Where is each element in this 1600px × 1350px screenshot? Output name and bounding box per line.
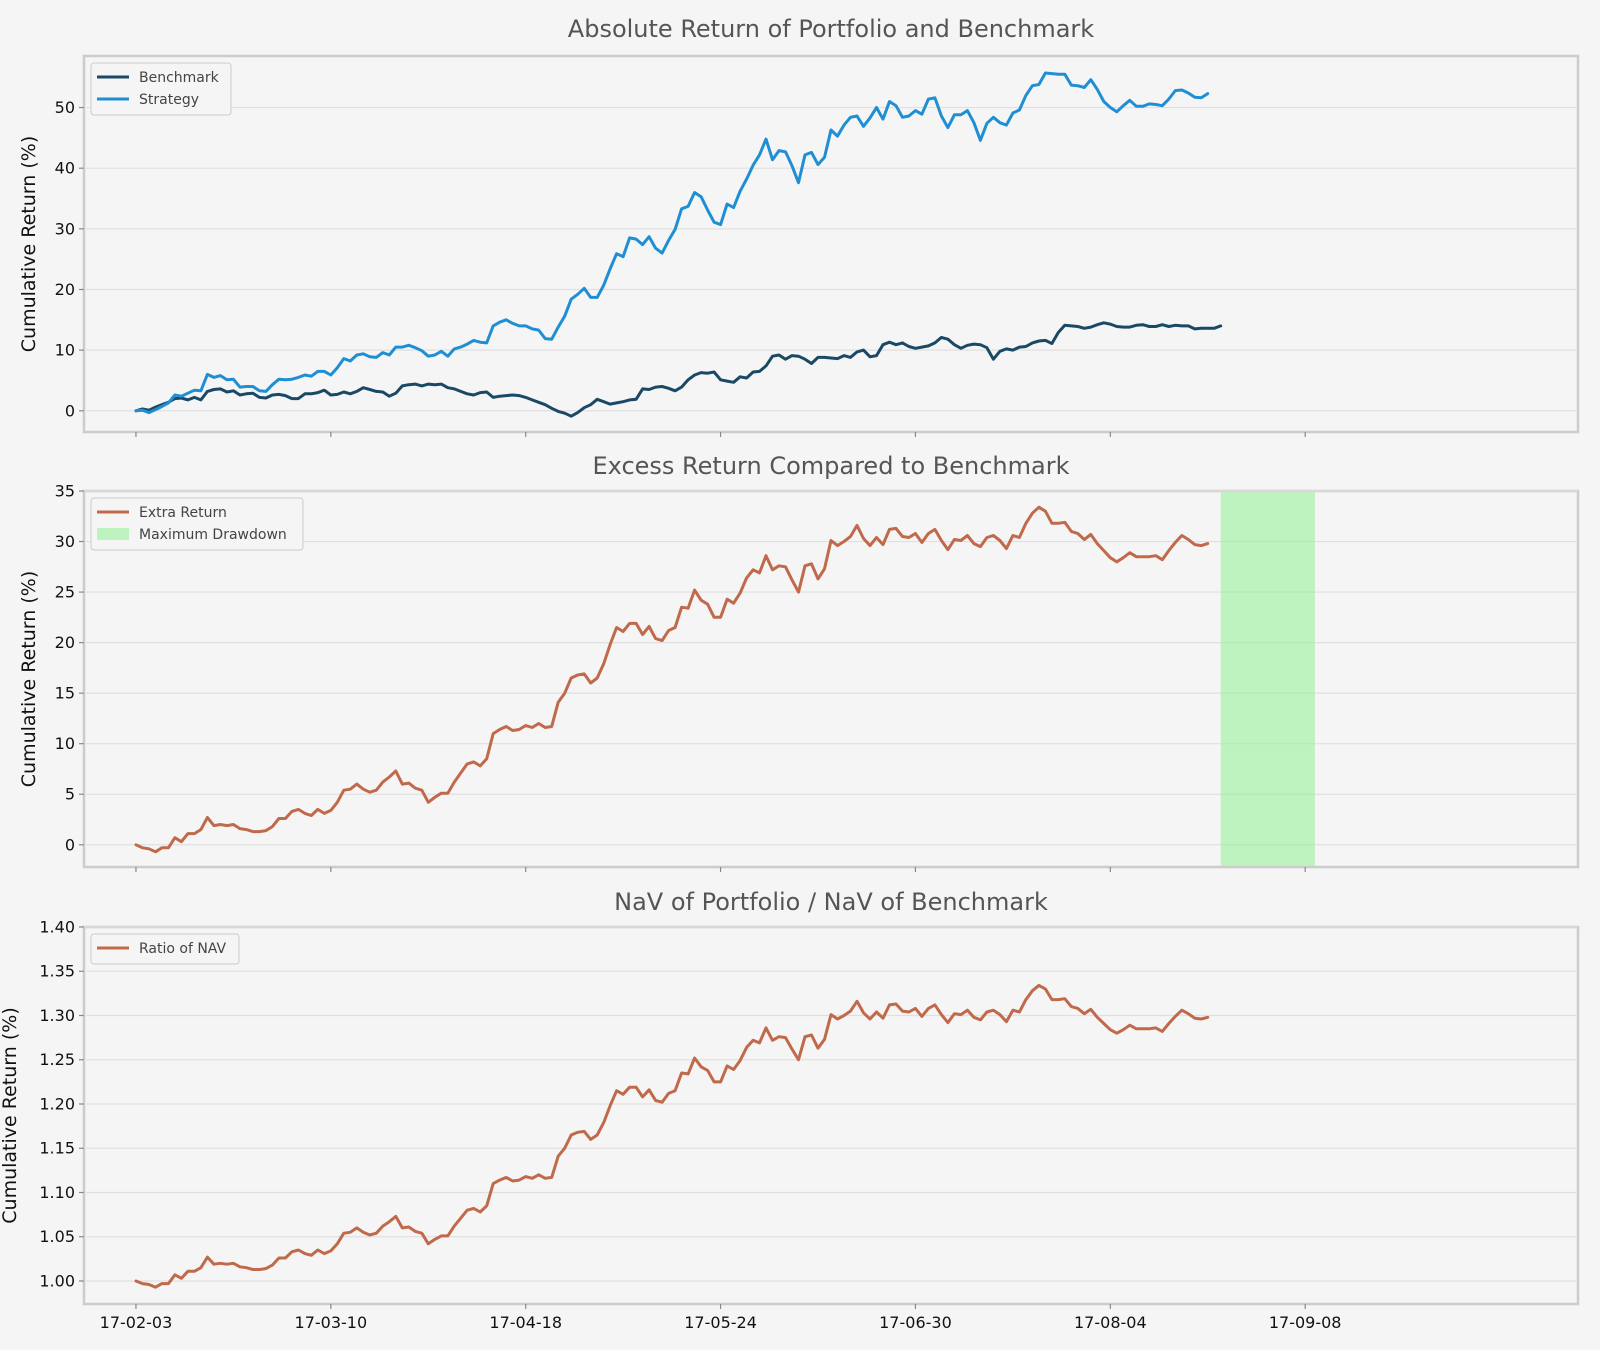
series-line-strategy	[134, 71, 1210, 415]
series-line-benchmark	[134, 321, 1223, 418]
x-tick-label: 17-08-04	[1074, 1313, 1147, 1332]
y-tick-label: 0	[65, 835, 75, 854]
plot-area	[82, 925, 1580, 1306]
legend-label: Benchmark	[139, 70, 220, 86]
x-tick-label: 17-03-10	[295, 1313, 368, 1332]
plot-area	[82, 54, 1580, 434]
chart-title: Absolute Return of Portfolio and Benchma…	[568, 15, 1094, 43]
legend-swatch	[97, 528, 129, 540]
y-tick-label: 35	[55, 482, 75, 501]
y-tick-label: 20	[55, 633, 75, 652]
x-tick-label: 17-06-30	[879, 1313, 952, 1332]
y-tick-label: 50	[55, 98, 75, 117]
y-axis-label: Cumulative Return (%)	[0, 1007, 21, 1223]
series-line-ratio-of-nav	[134, 983, 1210, 1289]
legend-box	[90, 497, 304, 551]
x-tick-label: 17-09-08	[1269, 1313, 1342, 1332]
x-tick-label: 17-04-18	[489, 1313, 562, 1332]
x-tick-label: 17-02-03	[100, 1313, 173, 1332]
legend-label: Maximum Drawdown	[139, 527, 287, 543]
y-tick-label: 1.40	[39, 918, 75, 937]
y-tick-label: 5	[65, 785, 75, 804]
plot-area	[82, 489, 1580, 869]
y-tick-label: 1.10	[39, 1183, 75, 1202]
y-tick-label: 15	[55, 684, 75, 703]
y-tick-label: 1.15	[39, 1139, 75, 1158]
y-axis-label: Cumulative Return (%)	[18, 136, 40, 352]
series-line-extra-return	[134, 505, 1210, 854]
y-tick-label: 30	[55, 219, 75, 238]
y-tick-label: 25	[55, 583, 75, 602]
y-tick-label: 1.00	[39, 1271, 75, 1290]
chart-title: Excess Return Compared to Benchmark	[593, 452, 1070, 480]
y-axis-label: Cumulative Return (%)	[18, 571, 40, 787]
y-tick-label: 10	[55, 734, 75, 753]
y-tick-label: 1.20	[39, 1094, 75, 1113]
chart-panel-1: 0 10 20 30 40 50 Absolute Return of Portfolio …	[18, 15, 1580, 437]
y-tick-label: 1.05	[39, 1227, 75, 1246]
chart-panel-3: 1.00 1.05 1.10 1.15 1.20 1.25 1.30 1.35 1.40 17-0…	[0, 888, 1580, 1332]
x-tick-label: 17-05-24	[684, 1313, 757, 1332]
legend: Ratio of NAV	[90, 933, 240, 965]
legend-label: Ratio of NAV	[139, 941, 226, 957]
legend-label: Strategy	[139, 92, 199, 108]
legend: Benchmark Strategy	[90, 62, 232, 116]
y-tick-label: 1.25	[39, 1050, 75, 1069]
legend-box	[90, 933, 240, 965]
y-tick-label: 0	[65, 401, 75, 420]
maximum-drawdown-region	[1220, 492, 1315, 866]
y-tick-label: 20	[55, 280, 75, 299]
y-tick-label: 1.30	[39, 1006, 75, 1025]
y-tick-label: 30	[55, 532, 75, 551]
legend: Extra Return Maximum Drawdown	[90, 497, 304, 551]
chart-panel-2: 0 5 10 15 20 25 30 35 Excess Return Compared to …	[18, 452, 1580, 872]
legend-label: Extra Return	[139, 505, 227, 521]
chart-title: NaV of Portfolio / NaV of Benchmark	[614, 888, 1048, 916]
y-tick-label: 1.35	[39, 962, 75, 981]
y-tick-label: 10	[55, 341, 75, 360]
y-tick-label: 40	[55, 159, 75, 178]
